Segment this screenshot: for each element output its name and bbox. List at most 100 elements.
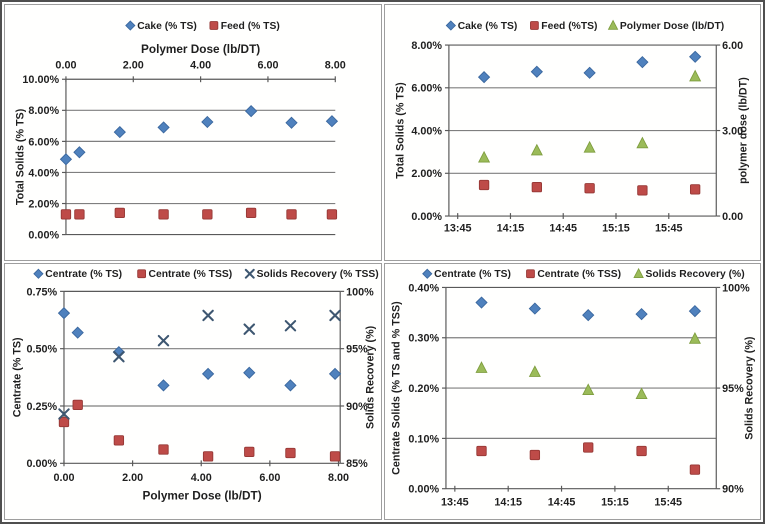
diamond-marker-icon xyxy=(33,268,44,279)
square-marker-icon xyxy=(286,209,297,220)
square-marker-icon xyxy=(158,444,169,455)
triangle-marker-icon xyxy=(474,361,488,373)
square-marker-icon xyxy=(58,416,70,428)
diamond-marker-icon xyxy=(244,105,258,118)
triangle-marker-icon xyxy=(688,332,701,344)
x-marker-icon xyxy=(284,320,297,332)
square-marker-icon xyxy=(209,21,219,30)
y-right-tick-label: 0.00 xyxy=(722,211,743,223)
chart-cake-feed-polymer-vs-time: 0.00% 2.00% 4.00% 6.00% 8.00% 0.00 3.00 6.00 13:… xyxy=(394,19,749,235)
square-marker-icon xyxy=(531,182,542,193)
y-right-tick-label: 100% xyxy=(722,282,750,294)
diamond-marker-icon xyxy=(582,66,596,79)
legend-label: Polymer Dose (lb/DT) xyxy=(619,21,723,32)
chart-cake-feed-vs-dose: 0.00% 2.00% 4.00% 6.00% 8.00% 10.00% 0.00 2.00 4… xyxy=(15,20,346,241)
x-tick-label: 8.00 xyxy=(325,60,346,72)
series-solids-recovery-tss xyxy=(58,309,341,420)
x-marker-icon xyxy=(157,334,170,347)
diamond-marker-icon xyxy=(284,379,297,392)
y-right-tick-label: 90% xyxy=(722,484,744,496)
diamond-marker-icon xyxy=(71,326,84,339)
square-marker-icon xyxy=(583,183,595,194)
x-tick-label: 14:45 xyxy=(549,223,577,235)
square-marker-icon xyxy=(202,451,214,462)
square-marker-icon xyxy=(202,209,213,220)
x-tick-label: 4.00 xyxy=(190,60,211,72)
y-left-tick-label: 6.00% xyxy=(411,83,442,95)
y-right-axis-title: polymer dose (lb/DT) xyxy=(737,77,749,184)
diamond-marker-icon xyxy=(445,20,456,31)
triangle-marker-icon xyxy=(632,267,644,279)
y-left-axis-title: Total Solids (% TS) xyxy=(15,108,27,205)
diamond-marker-icon xyxy=(157,121,170,134)
y-left-tick-label: 0.30% xyxy=(408,333,439,345)
legend-item-solids-recovery: Solids Recovery (%) xyxy=(632,267,744,280)
diamond-marker-icon xyxy=(421,268,432,279)
square-marker-icon xyxy=(689,464,700,475)
diamond-marker-icon xyxy=(243,366,256,379)
square-marker-icon xyxy=(158,209,169,220)
legend: Centrate (% TS) Centrate (% TSS) Solids Re… xyxy=(33,268,379,280)
x-marker-icon xyxy=(243,323,256,335)
x-tick-label: 15:45 xyxy=(654,496,682,508)
square-marker-icon xyxy=(475,445,487,457)
x-tick-label: 15:15 xyxy=(601,496,629,508)
triangle-marker-icon xyxy=(581,383,594,396)
axes xyxy=(441,286,720,492)
x-marker-icon xyxy=(329,309,341,322)
y-left-tick-label: 0.20% xyxy=(408,383,439,395)
y-left-tick-label: 0.00% xyxy=(408,484,439,496)
square-marker-icon xyxy=(326,209,338,220)
y-left-axis-title: Centrate Solids (% TS and % TSS) xyxy=(390,301,402,475)
x-tick-label: 2.00 xyxy=(123,60,144,72)
y-right-tick-label: 90% xyxy=(346,401,368,413)
legend-item-centrate-tss: Centrate (% TSS) xyxy=(525,269,621,280)
y-left-tick-label: 10.00% xyxy=(22,74,59,86)
triangle-marker-icon xyxy=(688,69,701,82)
x-tick-label: 15:45 xyxy=(654,223,682,235)
diamond-marker-icon xyxy=(157,379,170,392)
legend: Cake (% TS) Feed (% TS) xyxy=(125,20,280,32)
y-left-axis-title: Total Solids (% TS) xyxy=(394,82,406,179)
legend-label: Solids Recovery (%) xyxy=(645,269,744,280)
legend-item-feed-ts: Feed (%TS) xyxy=(529,21,597,32)
x-tick-label: 6.00 xyxy=(259,472,280,484)
legend-label: Centrate (% TS) xyxy=(45,269,122,280)
chart-panel-cake-feed-vs-dose: 0.00% 2.00% 4.00% 6.00% 8.00% 10.00% 0.00 2.00 4… xyxy=(4,4,382,261)
y-left-tick-label: 0.10% xyxy=(408,433,439,445)
legend-item-cake-ts: Cake (% TS) xyxy=(125,20,197,32)
square-marker-icon xyxy=(245,207,257,218)
legend-item-polymer-dose-lb-dt: Polymer Dose (lb/DT) xyxy=(607,19,724,32)
legend-item-feed-ts: Feed (% TS) xyxy=(209,21,280,32)
y-right-axis-title: Solids Recovery (%) xyxy=(365,325,377,429)
diamond-marker-icon xyxy=(125,20,136,31)
x-marker-icon xyxy=(113,350,125,363)
x-tick-label: 13:45 xyxy=(441,496,469,508)
triangle-marker-icon xyxy=(530,143,543,156)
x-tick-label: 14:15 xyxy=(494,496,522,508)
diamond-marker-icon xyxy=(474,296,488,309)
diamond-marker-icon xyxy=(634,308,648,321)
x-tick-label: 4.00 xyxy=(191,472,212,484)
y-left-tick-label: 0.00% xyxy=(411,211,442,223)
x-tick-label: 6.00 xyxy=(257,60,278,72)
legend-item-cake-ts: Cake (% TS) xyxy=(445,20,517,32)
x-tick-label: 15:15 xyxy=(602,223,630,235)
square-marker-icon xyxy=(529,449,540,461)
y-right-tick-label: 3.00 xyxy=(722,125,743,137)
legend-label: Centrate (% TSS) xyxy=(537,269,621,280)
diamond-marker-icon xyxy=(201,115,214,129)
legend-label: Centrate (% TSS) xyxy=(149,269,233,280)
x-tick-label: 8.00 xyxy=(328,472,349,484)
y-right-tick-label: 85% xyxy=(346,458,368,470)
square-marker-icon xyxy=(635,445,647,457)
legend-item-centrate-tss: Centrate (% TSS) xyxy=(137,269,233,280)
y-right-axis-title: Solids Recovery (%) xyxy=(743,336,755,440)
square-marker-icon xyxy=(582,442,593,453)
legend-item-centrate-ts: Centrate (% TS) xyxy=(33,268,122,280)
x-tick-label: 14:45 xyxy=(547,496,575,508)
y-left-tick-label: 4.00% xyxy=(411,125,442,137)
square-marker-icon xyxy=(244,446,255,457)
square-marker-icon xyxy=(285,447,296,459)
